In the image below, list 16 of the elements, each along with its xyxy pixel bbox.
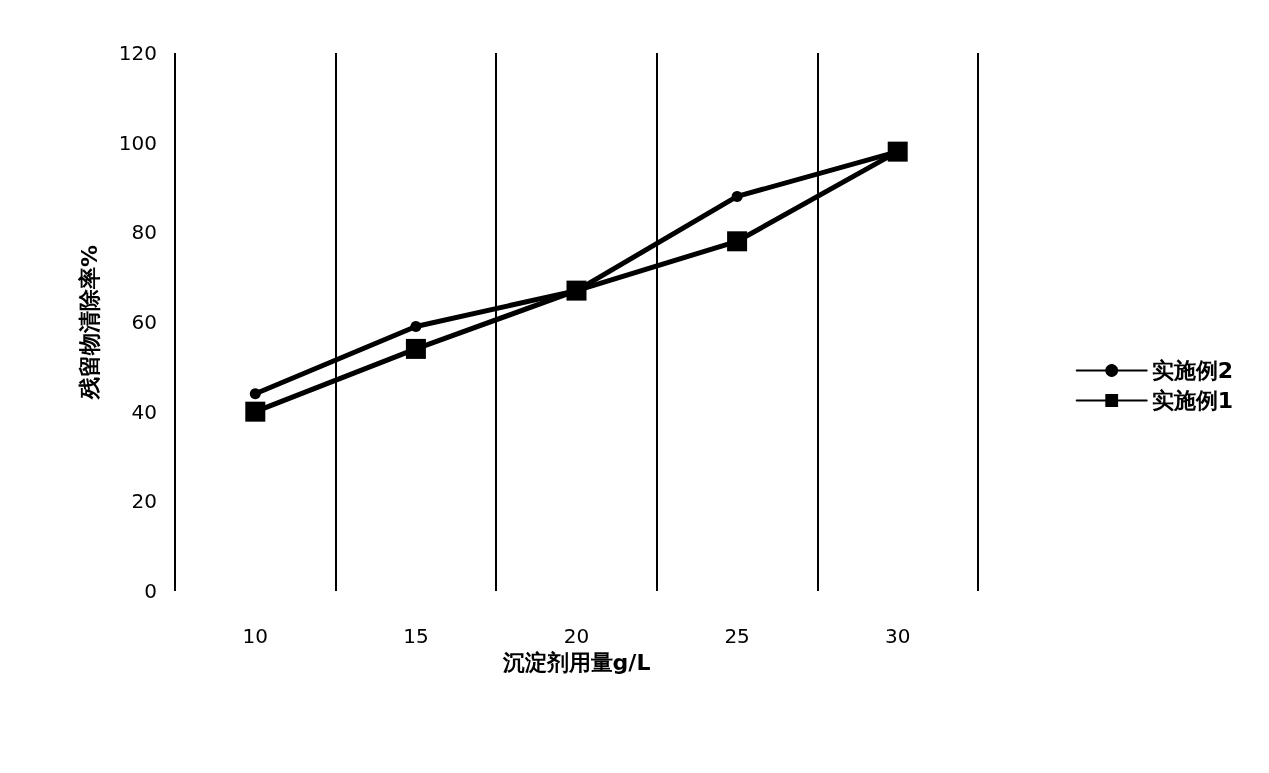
y-tick-label: 0 bbox=[144, 579, 157, 603]
y-tick-label: 60 bbox=[131, 310, 157, 334]
y-axis-title: 残留物清除率% bbox=[76, 244, 102, 401]
y-tick-label: 120 bbox=[118, 41, 157, 65]
y-tick-label: 80 bbox=[131, 220, 157, 245]
x-tick-label: 15 bbox=[403, 624, 429, 648]
y-tick-label: 40 bbox=[131, 399, 157, 424]
x-tick-label: 30 bbox=[884, 624, 911, 648]
legend-label: 实施例2 bbox=[1151, 358, 1233, 383]
x-axis-title: 沉淀剂用量g/L bbox=[501, 649, 651, 675]
x-tick-label: 20 bbox=[563, 624, 590, 648]
x-tick-label: 10 bbox=[242, 624, 269, 648]
y-tick-label: 100 bbox=[118, 130, 157, 155]
legend-label: 实施例1 bbox=[1151, 388, 1233, 413]
y-tick-label: 20 bbox=[131, 489, 157, 514]
x-tick-label: 25 bbox=[724, 624, 750, 648]
